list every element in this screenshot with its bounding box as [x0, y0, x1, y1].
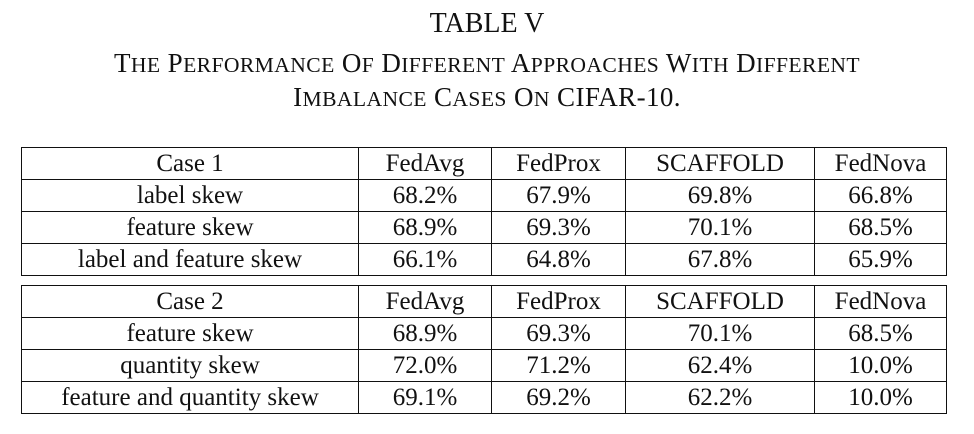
- header-cell-scaffold: SCAFFOLD: [625, 285, 815, 318]
- table-header-row: Case 1 FedAvg FedProx SCAFFOLD FedNova: [21, 147, 947, 180]
- caption-text-1: THE PERFORMANCE OF DIFFERENT APPROACHES …: [114, 48, 860, 78]
- header-cell-case: Case 2: [21, 285, 359, 318]
- cell-fednova: 65.9%: [814, 243, 947, 276]
- table-header-row: Case 2 FedAvg FedProx SCAFFOLD FedNova: [21, 285, 947, 318]
- caption-dataset: CIFAR-10.: [557, 82, 681, 112]
- cell-scaffold: 70.1%: [625, 317, 815, 350]
- header-cell-fedavg: FedAvg: [358, 147, 492, 180]
- cell-fednova: 10.0%: [814, 381, 947, 414]
- cell-fednova: 10.0%: [814, 349, 947, 382]
- table-row: quantity skew 72.0% 71.2% 62.4% 10.0%: [21, 349, 947, 382]
- table-row: feature skew 68.9% 69.3% 70.1% 68.5%: [21, 317, 947, 350]
- cell-fedprox: 64.8%: [491, 243, 626, 276]
- cell-scaffold: 62.4%: [625, 349, 815, 382]
- cell-case: quantity skew: [21, 349, 359, 382]
- cell-fedprox: 71.2%: [491, 349, 626, 382]
- cell-fednova: 68.5%: [814, 211, 947, 244]
- table-row: label skew 68.2% 67.9% 69.8% 66.8%: [21, 179, 947, 212]
- cell-case: feature skew: [21, 317, 359, 350]
- cell-scaffold: 69.8%: [625, 179, 815, 212]
- cell-scaffold: 70.1%: [625, 211, 815, 244]
- caption-text-2: IMBALANCE CASES ON: [293, 82, 550, 112]
- cell-scaffold: 67.8%: [625, 243, 815, 276]
- cell-fedprox: 69.3%: [491, 317, 626, 350]
- results-table-case-2: Case 2 FedAvg FedProx SCAFFOLD FedNova featur…: [21, 285, 947, 414]
- header-cell-case: Case 1: [21, 147, 359, 180]
- cell-case: feature skew: [21, 211, 359, 244]
- cell-scaffold: 62.2%: [625, 381, 815, 414]
- cell-fedavg: 66.1%: [358, 243, 492, 276]
- cell-fedavg: 72.0%: [358, 349, 492, 382]
- cell-case: label skew: [21, 179, 359, 212]
- cell-fedprox: 67.9%: [491, 179, 626, 212]
- table-caption-line-2: IMBALANCE CASES ON CIFAR-10.: [0, 82, 974, 114]
- cell-fedavg: 69.1%: [358, 381, 492, 414]
- table-row: label and feature skew 66.1% 64.8% 67.8% 65.…: [21, 243, 947, 276]
- results-table-case-1: Case 1 FedAvg FedProx SCAFFOLD FedNova label …: [21, 147, 947, 276]
- table-caption-line-1: THE PERFORMANCE OF DIFFERENT APPROACHES …: [0, 48, 974, 80]
- cell-case: label and feature skew: [21, 243, 359, 276]
- header-cell-fedprox: FedProx: [491, 285, 626, 318]
- cell-fedprox: 69.2%: [491, 381, 626, 414]
- cell-fednova: 68.5%: [814, 317, 947, 350]
- header-cell-fedprox: FedProx: [491, 147, 626, 180]
- header-cell-fednova: FedNova: [814, 285, 947, 318]
- cell-fedavg: 68.9%: [358, 317, 492, 350]
- header-cell-fednova: FedNova: [814, 147, 947, 180]
- table-body: Case 2 FedAvg FedProx SCAFFOLD FedNova featur…: [21, 285, 947, 414]
- table-row: feature skew 68.9% 69.3% 70.1% 68.5%: [21, 211, 947, 244]
- cell-fedavg: 68.9%: [358, 211, 492, 244]
- header-cell-fedavg: FedAvg: [358, 285, 492, 318]
- table-body: Case 1 FedAvg FedProx SCAFFOLD FedNova label …: [21, 147, 947, 276]
- cell-case: feature and quantity skew: [21, 381, 359, 414]
- table-label: TABLE V: [429, 8, 545, 39]
- table-row: feature and quantity skew 69.1% 69.2% 62.2%…: [21, 381, 947, 414]
- cell-fedavg: 68.2%: [358, 179, 492, 212]
- cell-fedprox: 69.3%: [491, 211, 626, 244]
- header-cell-scaffold: SCAFFOLD: [625, 147, 815, 180]
- cell-fednova: 66.8%: [814, 179, 947, 212]
